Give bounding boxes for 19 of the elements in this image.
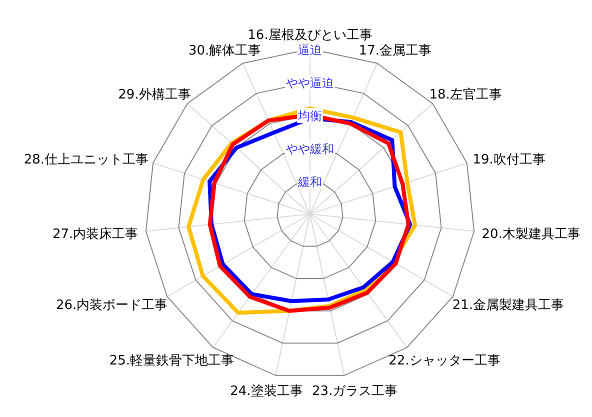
spoke-label: 25.軽量鉄骨下地工事 — [109, 354, 234, 369]
spoke-label: 16.屋根及びとい工事 — [248, 28, 372, 43]
spoke-label: 27.内装床工事 — [52, 226, 138, 242]
spoke-label: 18.左官工事 — [429, 86, 502, 103]
spoke-label: 29.外構工事 — [118, 88, 191, 103]
y-tick-label: 緩和 — [297, 175, 322, 189]
spoke-label: 17.金属工事 — [358, 44, 432, 59]
spoke-label: 19.吹付工事 — [472, 152, 546, 168]
spoke-label: 22.シャッター工事 — [388, 354, 500, 369]
spoke-label: 24.塗装工事 — [230, 384, 303, 400]
spoke-label: 21.金属製建具工事 — [452, 298, 564, 313]
spoke-label: 23.ガラス工事 — [312, 384, 398, 400]
spoke-label: 28.仕上ユニット工事 — [24, 152, 149, 168]
spoke-label: 26.内装ボード工事 — [56, 298, 168, 313]
y-tick-label: 逼迫 — [298, 43, 322, 57]
y-tick-label: やや緩和 — [286, 142, 334, 156]
spoke-label: 20.木製建具工事 — [482, 226, 580, 242]
spoke-label: 30.解体工事 — [188, 44, 262, 59]
y-tick-label: やや逼迫 — [286, 76, 334, 90]
